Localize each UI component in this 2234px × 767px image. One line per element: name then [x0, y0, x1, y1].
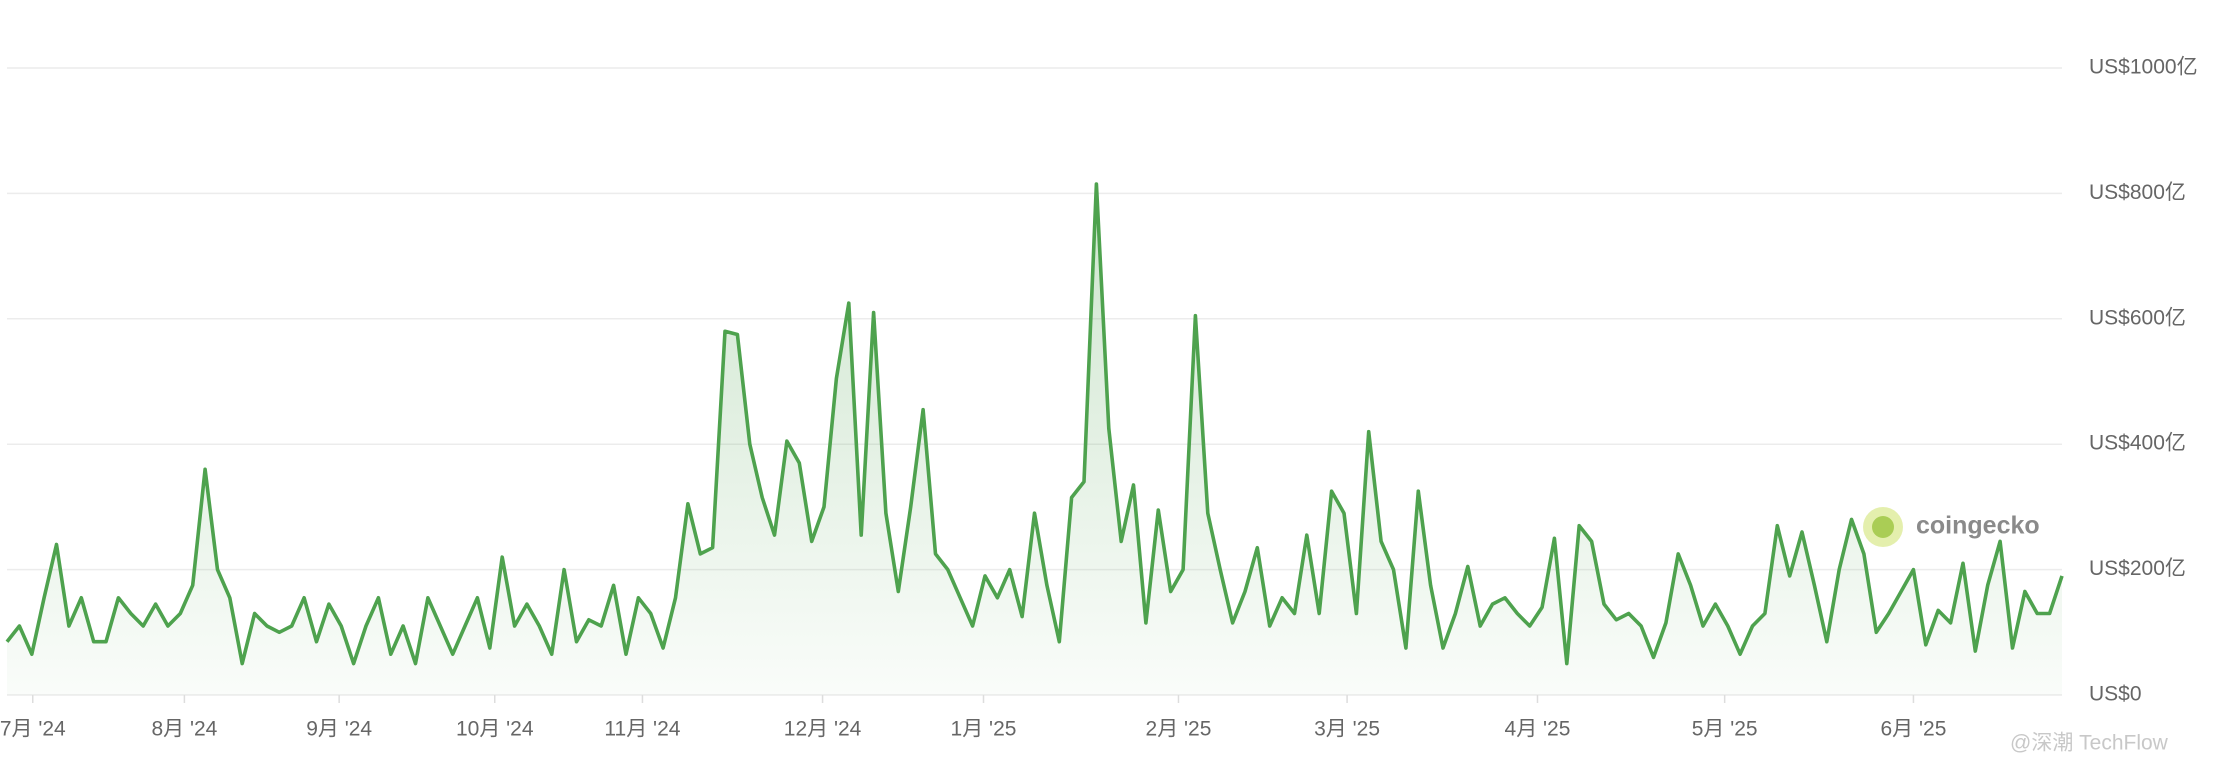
- y-tick-label: US$800亿: [2089, 181, 2186, 204]
- labels: US$0 US$200亿 US$400亿 US$600亿 US$800亿 US$1000亿…: [0, 56, 2198, 741]
- x-tick-label: 4月 '25: [1505, 718, 1571, 741]
- y-tick-label: US$1000亿: [2089, 56, 2198, 79]
- y-tick-label: US$600亿: [2089, 306, 2186, 329]
- x-tick-label: 11月 '24: [604, 718, 680, 741]
- x-tick-label: 1月 '25: [951, 718, 1017, 741]
- x-tick-label: 8月 '24: [151, 718, 217, 741]
- x-tick-label: 6月 '25: [1881, 718, 1947, 741]
- x-tick-label: 7月 '24: [0, 718, 66, 741]
- y-tick-label: US$400亿: [2089, 432, 2186, 455]
- x-tick-label: 9月 '24: [306, 718, 372, 741]
- x-tick-label: 5月 '25: [1692, 718, 1758, 741]
- y-tick-label: US$200亿: [2089, 557, 2186, 580]
- credit: @深潮 TechFlow: [2010, 732, 2169, 755]
- watermark: coingecko: [1916, 512, 2040, 540]
- y-tick-label: US$0: [2089, 683, 2142, 706]
- area-fill: [7, 184, 2062, 695]
- x-tick-label: 10月 '24: [456, 718, 534, 741]
- coingecko-logo: [1863, 507, 1903, 547]
- line: [5, 182, 2064, 666]
- x-tick-label: 2月 '25: [1146, 718, 1212, 741]
- x-tick-label: 12月 '24: [784, 718, 862, 741]
- plot: [5, 182, 2064, 695]
- x-tick-label: 3月 '25: [1314, 718, 1380, 741]
